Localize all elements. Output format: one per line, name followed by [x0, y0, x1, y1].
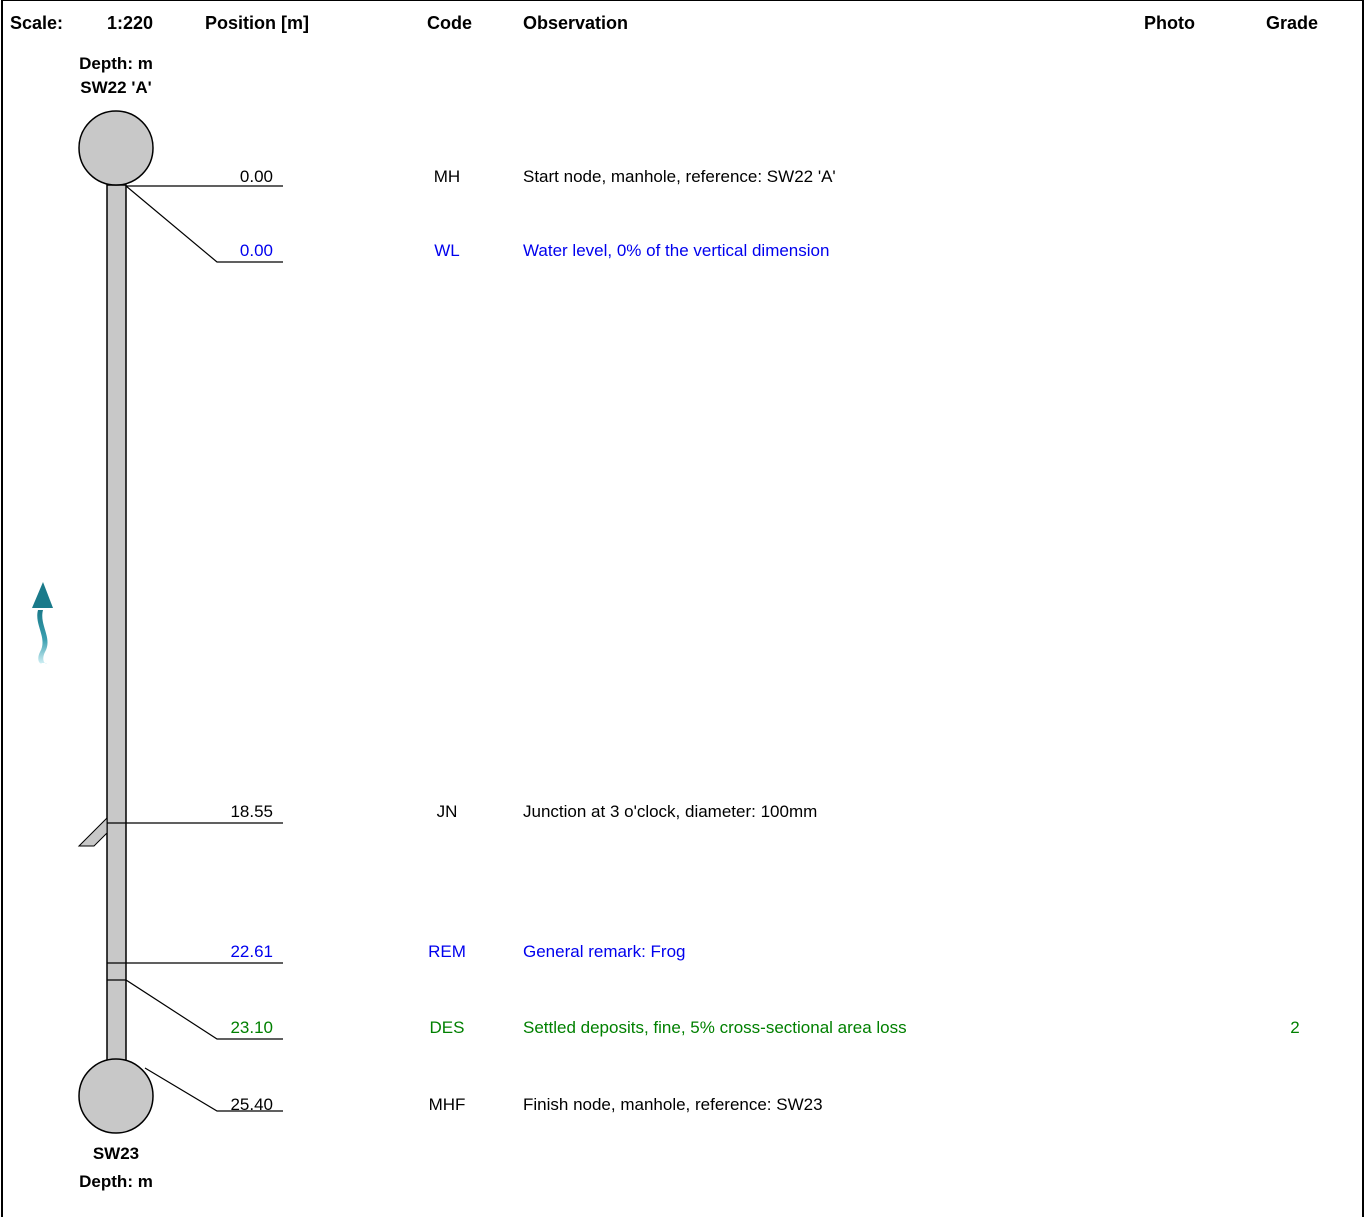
observation-text: Start node, manhole, reference: SW22 'A' [523, 167, 836, 186]
observation-text: Junction at 3 o'clock, diameter: 100mm [523, 802, 818, 821]
code-value: MHF [428, 1095, 466, 1114]
junction-icon [77, 816, 108, 847]
position-value: 22.61 [230, 942, 273, 961]
code-value: JN [436, 802, 458, 821]
start-manhole-icon [78, 110, 154, 186]
observation-text: Settled deposits, fine, 5% cross-section… [523, 1018, 907, 1037]
code-value: WL [434, 241, 460, 260]
observation-header: Observation [523, 13, 629, 33]
observation-text: General remark: Frog [523, 942, 686, 961]
start-depth-label: Depth: m [79, 54, 153, 73]
position-value: 23.10 [230, 1018, 273, 1037]
leader-lines [107, 185, 283, 1112]
leader-mhf [144, 1067, 283, 1112]
position-value: 0.00 [239, 241, 273, 260]
pipe-body [106, 184, 127, 1062]
code-value: DES [429, 1018, 465, 1037]
finish-manhole-icon [78, 1058, 154, 1134]
position-value: 0.00 [239, 167, 273, 186]
start-node-name: SW22 'A' [80, 78, 152, 97]
flow-arrow-icon [32, 582, 53, 664]
observation-text: Finish node, manhole, reference: SW23 [523, 1095, 823, 1114]
scale-value: 1:220 [107, 13, 154, 33]
finish-depth-label: Depth: m [79, 1172, 153, 1191]
grade-value: 2 [1290, 1018, 1300, 1037]
position-header: Position [m] [205, 13, 309, 33]
code-value: MH [433, 167, 461, 186]
photo-header: Photo [1144, 13, 1195, 33]
position-value: 25.40 [230, 1095, 273, 1114]
finish-node-name: SW23 [92, 1144, 140, 1163]
position-value: 18.55 [230, 802, 273, 821]
leader-des [125, 979, 283, 1040]
scale-label: Scale: [10, 13, 64, 33]
grade-header: Grade [1266, 13, 1319, 33]
code-header: Code [427, 13, 472, 33]
observation-text: Water level, 0% of the vertical dimensio… [523, 241, 830, 260]
code-value: REM [428, 942, 466, 961]
leader-wl [125, 185, 283, 263]
